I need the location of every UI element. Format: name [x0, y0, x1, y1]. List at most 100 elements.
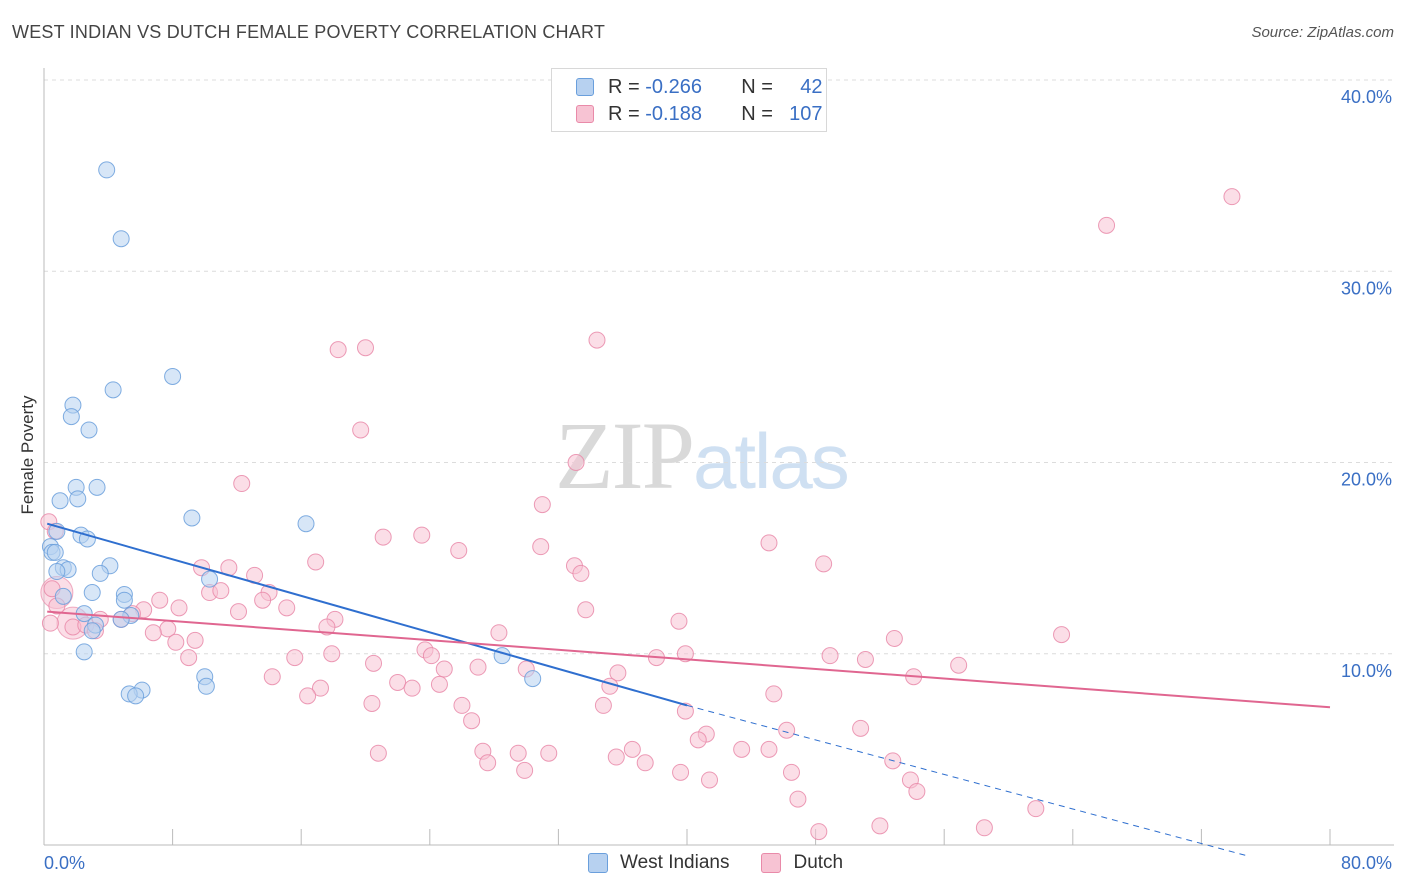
r-label: R =	[608, 75, 640, 98]
dutch-point	[307, 553, 325, 571]
dutch-point	[212, 582, 230, 600]
dutch-point	[299, 687, 317, 705]
dutch-point	[170, 599, 188, 617]
dutch-point	[588, 331, 606, 349]
dutch-point	[41, 614, 59, 632]
dutch-point	[365, 654, 383, 672]
stats-legend: R = -0.266 N = 42 R = -0.188 N = 107	[551, 68, 827, 132]
dutch-point	[413, 526, 431, 544]
dutch-point	[789, 790, 807, 808]
dutch-point	[263, 668, 281, 686]
dutch-point	[389, 673, 407, 691]
dutch-point	[594, 696, 612, 714]
dutch-point	[821, 647, 839, 665]
dutch-point	[533, 496, 551, 514]
west-indians-point	[112, 230, 130, 248]
legend-item-dutch: Dutch	[761, 852, 843, 874]
dutch-point	[469, 658, 487, 676]
west-indians-point	[54, 587, 72, 605]
dutch-point	[286, 649, 304, 667]
dutch-point	[1098, 216, 1116, 234]
dutch-point	[403, 679, 421, 697]
west-indians-point	[112, 610, 130, 628]
dutch-point	[311, 679, 329, 697]
west-indians-point	[80, 421, 98, 439]
west-indians-point	[183, 509, 201, 527]
dutch-point	[676, 702, 694, 720]
y-tick-label: 40.0%	[1341, 87, 1392, 107]
dutch-point	[810, 823, 828, 841]
dutch-point	[577, 601, 595, 619]
dutch-point	[701, 771, 719, 789]
west-indians-point	[48, 563, 66, 581]
r-value: -0.188	[645, 102, 702, 125]
west-indians-point	[524, 670, 542, 688]
dutch-point	[463, 712, 481, 730]
watermark-atlas: atlas	[693, 417, 850, 505]
dutch-point	[532, 538, 550, 556]
dutch-point	[278, 599, 296, 617]
dutch-point	[254, 591, 272, 609]
dutch-point	[1053, 626, 1071, 644]
west-indians-point	[91, 564, 109, 582]
dutch-point	[151, 591, 169, 609]
dutch-point	[509, 744, 527, 762]
west-indians-point	[493, 647, 511, 665]
west-indians-trendline-extension	[686, 704, 1250, 857]
dutch-point	[233, 475, 251, 493]
west-indians-point	[297, 515, 315, 533]
stats-row-west-indians: R = -0.266 N = 42	[576, 75, 823, 99]
dutch-point	[435, 660, 453, 678]
dutch-point	[450, 541, 468, 559]
dutch-point	[357, 339, 374, 357]
n-value: 42	[800, 75, 823, 98]
dutch-point	[765, 685, 783, 703]
dutch-point	[180, 649, 198, 667]
dutch-point	[329, 341, 347, 359]
dutch-point	[676, 645, 694, 663]
n-label: N =	[741, 75, 773, 98]
dutch-legend-swatch	[761, 853, 782, 873]
dutch-point	[609, 664, 627, 682]
west-indians-point	[46, 543, 64, 561]
dutch-point	[601, 677, 619, 695]
dutch-point	[733, 740, 751, 758]
dutch-swatch	[576, 105, 594, 123]
n-value: 107	[789, 102, 823, 125]
source-label: Source: ZipAtlas.com	[1251, 24, 1394, 41]
dutch-point	[782, 763, 800, 781]
dutch-point	[540, 744, 558, 762]
dutch-point	[363, 694, 381, 712]
dutch-point	[490, 624, 508, 642]
legend-item-west-indians: West Indians	[588, 852, 729, 874]
dutch-point	[815, 555, 833, 573]
y-tick-label: 10.0%	[1341, 661, 1392, 681]
x-tick-label: 80.0%	[1341, 853, 1392, 873]
dutch-point	[186, 631, 204, 649]
y-tick-label: 30.0%	[1341, 278, 1392, 298]
west-indians-point	[104, 381, 122, 399]
west-indians-point	[83, 584, 101, 602]
dutch-point	[778, 721, 796, 739]
west-indians-point	[88, 478, 106, 496]
dutch-point	[230, 603, 248, 621]
west-indians-point	[115, 591, 133, 609]
west-indians-point	[62, 408, 80, 426]
r-label: R =	[608, 102, 640, 125]
dutch-point	[636, 754, 654, 772]
west-indians-swatch	[576, 78, 594, 96]
dutch-point	[689, 731, 707, 749]
west-indians-point	[75, 643, 93, 661]
dutch-point	[623, 740, 641, 758]
dutch-point	[374, 528, 392, 546]
west-indians-legend-swatch	[588, 853, 608, 873]
dutch-point	[167, 633, 185, 651]
x-tick-label: 0.0%	[44, 853, 85, 873]
chart-title: WEST INDIAN VS DUTCH FEMALE POVERTY CORR…	[12, 22, 606, 42]
west-indians-point	[197, 677, 215, 695]
legend-label: West Indians	[620, 852, 730, 873]
dutch-point	[670, 612, 688, 630]
dutch-point	[760, 534, 778, 552]
west-indians-point	[127, 687, 145, 705]
dutch-point	[369, 744, 387, 762]
